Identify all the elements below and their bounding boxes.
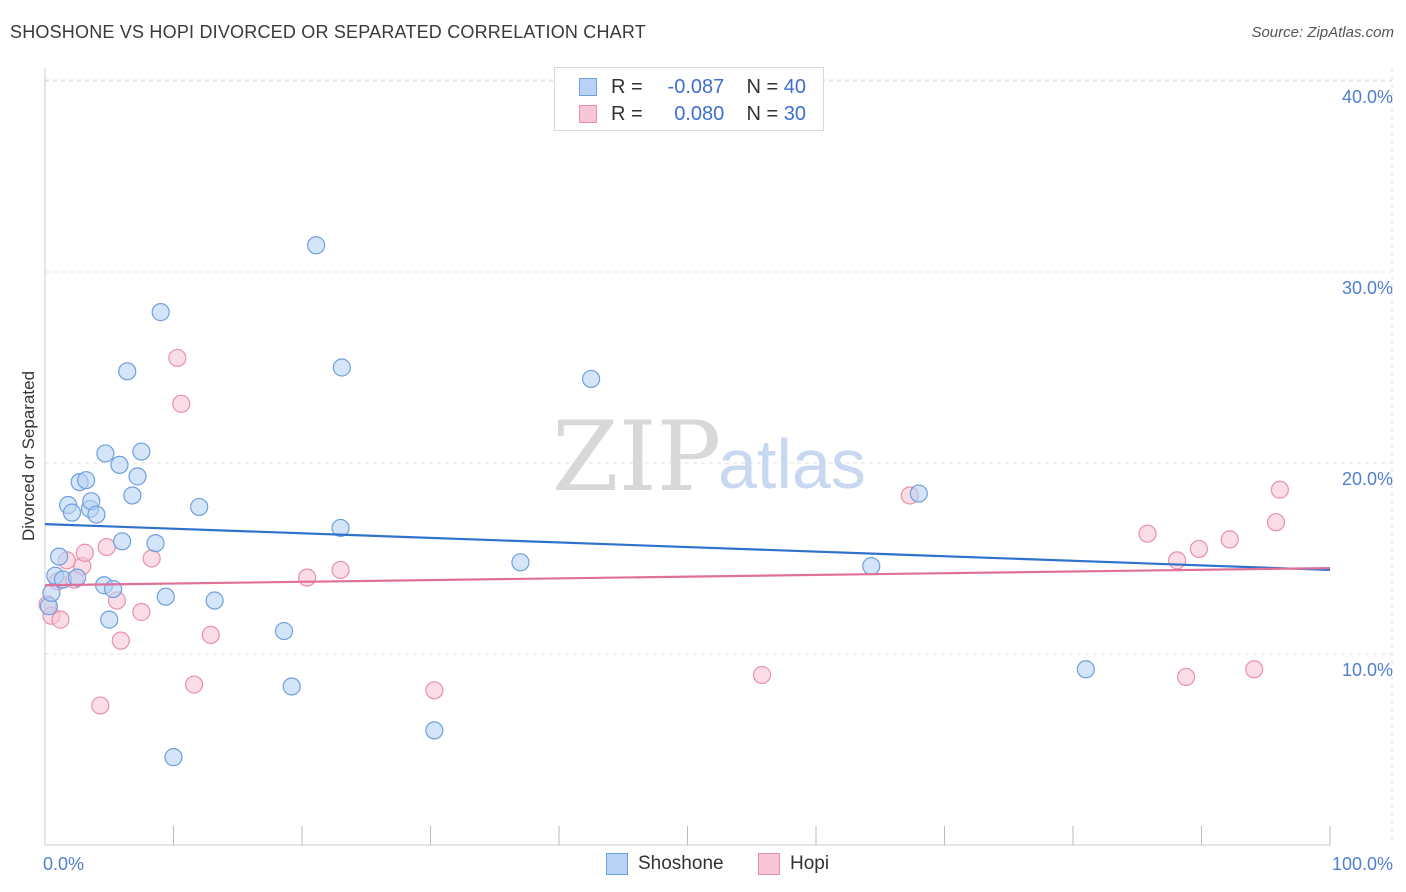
shoshone-swatch xyxy=(579,78,597,96)
hopi-point xyxy=(172,394,191,413)
shoshone-point xyxy=(151,303,170,322)
chart-title: SHOSHONE VS HOPI DIVORCED OR SEPARATED C… xyxy=(10,22,646,42)
correlation-legend: R = -0.087 N = 40 R = 0.080 N = 30 xyxy=(554,67,824,131)
shoshone-point xyxy=(282,677,301,696)
shoshone-point xyxy=(331,518,350,538)
shoshone-point xyxy=(425,721,444,740)
shoshone-point xyxy=(42,583,61,602)
shoshone-point xyxy=(511,553,530,572)
shoshone-point xyxy=(146,534,165,553)
grid-lines xyxy=(45,68,1393,845)
shoshone-point xyxy=(123,486,142,505)
watermark-atlas: atlas xyxy=(718,425,866,503)
hopi-point xyxy=(331,560,350,580)
shoshone-point xyxy=(96,444,115,463)
x-tick-label-min: 0.0% xyxy=(43,854,84,874)
bottom-hopi-swatch xyxy=(758,853,780,875)
shoshone-point xyxy=(77,471,96,490)
hopi-point xyxy=(1270,480,1289,499)
shoshone-point xyxy=(1076,660,1095,679)
shoshone-point xyxy=(332,358,351,377)
hopi-point xyxy=(1266,513,1286,532)
shoshone-point xyxy=(68,568,87,587)
hopi-n-value: 30 xyxy=(783,102,806,125)
y-tick-label: 30.0% xyxy=(1342,278,1393,298)
x-tick-labels: 0.0% 100.0% xyxy=(43,854,1393,874)
hopi-r-value: 0.080 xyxy=(674,102,725,125)
shoshone-n-value: 40 xyxy=(783,75,806,98)
shoshone-point xyxy=(104,579,123,599)
hopi-trend-line xyxy=(44,566,1331,587)
legend-row-shoshone: R = -0.087 N = 40 xyxy=(579,74,806,100)
hopi-point xyxy=(752,665,772,685)
y-tick-label: 10.0% xyxy=(1342,660,1393,680)
y-tick-labels: 10.0% 20.0% 30.0% 40.0% xyxy=(1342,87,1393,680)
shoshone-point xyxy=(582,369,601,389)
y-tick-label: 40.0% xyxy=(1342,87,1393,107)
hopi-point xyxy=(97,537,116,557)
shoshone-point xyxy=(100,610,119,629)
shoshone-point xyxy=(190,497,209,517)
hopi-point xyxy=(1189,539,1209,559)
shoshone-point xyxy=(118,362,137,381)
shoshone-trend-line xyxy=(44,523,1331,572)
x-tick-label-max: 100.0% xyxy=(1332,854,1393,874)
hopi-point xyxy=(1167,551,1187,570)
hopi-point xyxy=(168,348,187,368)
hopi-point xyxy=(1220,530,1239,549)
hopi-point xyxy=(75,543,94,562)
legend-row-hopi: R = 0.080 N = 30 xyxy=(579,101,806,127)
hopi-n-label: N = xyxy=(746,102,779,125)
hopi-point xyxy=(111,631,130,650)
shoshone-point xyxy=(110,455,129,475)
axes xyxy=(44,68,1331,846)
bottom-legend-hopi: Hopi xyxy=(758,851,829,877)
shoshone-point xyxy=(274,621,294,641)
shoshone-point xyxy=(128,467,147,486)
shoshone-point xyxy=(862,557,881,576)
shoshone-r-label: R = xyxy=(611,75,643,98)
hopi-point xyxy=(201,625,220,645)
hopi-point xyxy=(298,568,317,587)
hopi-point xyxy=(1176,667,1196,687)
hopi-point xyxy=(1245,660,1264,679)
bottom-hopi-label: Hopi xyxy=(790,853,830,874)
shoshone-point xyxy=(164,748,183,767)
shoshone-point xyxy=(87,505,106,524)
shoshone-point xyxy=(205,591,224,610)
source-label: Source: ZipAtlas.com xyxy=(1251,24,1394,41)
shoshone-point xyxy=(132,442,151,461)
bottom-legend-shoshone: Shoshone xyxy=(606,851,724,877)
hopi-point xyxy=(1138,524,1157,543)
shoshone-point xyxy=(112,532,132,551)
bottom-shoshone-label: Shoshone xyxy=(638,853,724,874)
hopi-r-label: R = xyxy=(611,102,643,125)
shoshone-point xyxy=(307,236,326,255)
watermark-zip: ZIP xyxy=(552,401,721,513)
y-tick-label: 20.0% xyxy=(1342,469,1393,489)
shoshone-point xyxy=(50,547,69,566)
shoshone-r-value: -0.087 xyxy=(667,75,725,98)
hopi-point xyxy=(132,602,151,622)
shoshone-n-label: N = xyxy=(746,75,779,98)
trend-lines xyxy=(44,523,1331,587)
shoshone-point xyxy=(156,587,175,606)
hopi-point xyxy=(51,610,70,629)
hopi-swatch xyxy=(579,105,597,123)
shoshone-point xyxy=(62,503,82,522)
bottom-shoshone-swatch xyxy=(606,853,628,875)
y-axis-label: Divorced or Separated xyxy=(19,371,38,541)
hopi-point xyxy=(425,681,444,700)
hopi-point xyxy=(142,549,161,568)
hopi-point xyxy=(184,675,204,694)
hopi-point xyxy=(91,696,110,715)
shoshone-point xyxy=(909,484,928,503)
